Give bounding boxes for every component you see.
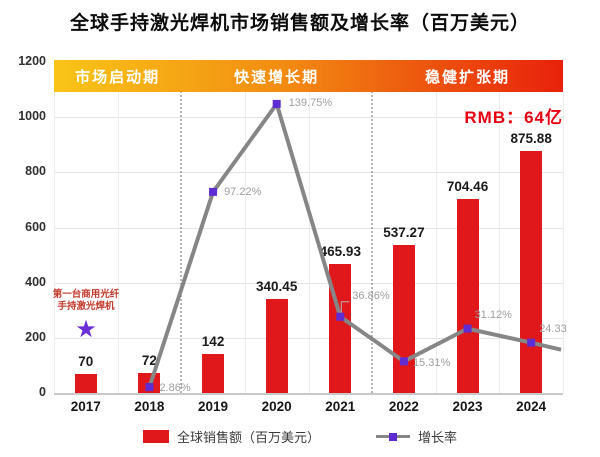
sales-bar <box>392 244 415 393</box>
phase-banner: 市场启动期 快速增长期 稳健扩张期 <box>54 60 563 92</box>
grid-line-v <box>54 92 55 393</box>
sales-bar-swatch-icon <box>142 430 169 443</box>
sales-bar <box>329 264 352 393</box>
legend: 全球销售额（百万美元） 增长率 <box>0 427 600 446</box>
year-label: 2024 <box>516 399 547 414</box>
growth-rate-label: 139.75% <box>288 96 333 109</box>
star-icon: ★ <box>75 316 97 343</box>
grid-line-v <box>117 92 119 393</box>
year-label: 2023 <box>452 399 483 414</box>
bar-value-label: 340.45 <box>256 279 298 295</box>
first-welder-annotation: 第一台商用光纤 手持激光焊机 <box>38 289 134 313</box>
bar-value-label: 465.93 <box>319 244 361 260</box>
year-label: 2019 <box>198 399 229 414</box>
legend-growth: 增长率 <box>376 427 457 446</box>
growth-rate-label: 36.86% <box>352 289 390 302</box>
y-tick-label: 600 <box>25 219 46 234</box>
bar-value-label: 70 <box>78 353 94 369</box>
legend-growth-label: 增长率 <box>418 430 458 445</box>
growth-rate-label: 97.22% <box>224 185 262 198</box>
growth-rate-label: 24.33 <box>539 322 567 335</box>
annotation-line1: 第一台商用光纤 <box>52 289 120 300</box>
bar-value-label: 72 <box>141 353 157 369</box>
legend-sales: 全球销售额（百万美元） <box>142 427 320 446</box>
bar-value-label: 704.46 <box>446 178 489 194</box>
sales-bar <box>265 299 288 393</box>
growth-rate-label: 2.86% <box>159 382 191 395</box>
phase-market-launch: 市场启动期 <box>75 68 161 86</box>
sales-bar <box>456 198 479 393</box>
y-tick-label: 200 <box>25 329 46 344</box>
chart-title: 全球手持激光焊机市场销售额及增长率（百万美元） <box>69 13 530 34</box>
grid-line-v <box>563 92 564 393</box>
sales-bar <box>202 353 225 393</box>
sales-bar <box>520 151 543 393</box>
year-label: 2018 <box>134 399 165 414</box>
growth-line-swatch-icon <box>376 432 410 441</box>
bar-value-label: 537.27 <box>383 224 425 240</box>
grid-line-h <box>54 393 563 395</box>
y-tick-label: 800 <box>25 164 46 179</box>
bar-value-label: 875.88 <box>510 131 552 147</box>
growth-marker-icon <box>389 432 397 441</box>
phase-steady-expansion: 稳健扩张期 <box>425 68 511 86</box>
bar-value-label: 142 <box>201 333 225 349</box>
sales-bar <box>74 373 97 393</box>
growth-rate-label: 15.31% <box>412 357 451 370</box>
annotation-line2: 手持激光焊机 <box>57 301 115 312</box>
grid-line-v <box>435 92 437 393</box>
year-label: 2017 <box>70 399 101 414</box>
year-label: 2022 <box>388 399 419 414</box>
y-tick-label: 400 <box>25 274 46 289</box>
grid-line-v <box>308 92 310 393</box>
growth-rate-label: 31.12% <box>474 308 512 321</box>
year-label: 2021 <box>325 399 356 414</box>
y-tick-label: 0 <box>39 385 46 399</box>
legend-sales-label: 全球销售额（百万美元） <box>176 430 320 445</box>
y-tick-label: 1000 <box>18 109 46 124</box>
rmb-total-note: RMB：64亿 <box>464 108 563 127</box>
year-label: 2020 <box>261 399 292 414</box>
phase-rapid-growth: 快速增长期 <box>234 68 320 86</box>
sales-bar <box>138 373 161 393</box>
y-tick-label: 1200 <box>18 54 46 68</box>
